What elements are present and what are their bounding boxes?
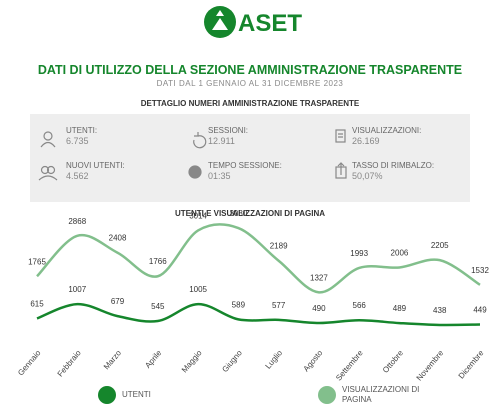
data-label: 2868 [68,217,86,226]
x-tick-label: Febbraio [56,348,84,378]
page-subtitle: DATI DAL 1 GENNAIO AL 31 DICEMBRE 2023 [157,79,344,88]
data-label: 449 [473,306,487,315]
stat-label: UTENTI: [66,126,97,135]
stat-label: NUOVI UTENTI: [66,161,125,170]
x-tick-label: Ottobre [381,348,405,375]
data-label: 438 [433,306,447,315]
x-tick-label: Giugno [220,348,244,374]
data-label: 1327 [310,273,328,282]
legend-label: UTENTI [122,390,151,399]
stat-label: SESSIONI: [208,126,248,135]
data-label: 577 [272,301,286,310]
stats-icons [38,129,347,181]
stat-label: VISUALIZZAZIONI: [352,126,421,135]
stat-value: 6.735 [66,136,89,146]
data-label: 1005 [189,285,207,294]
data-label: 545 [151,302,165,311]
logo-text: ASET [238,10,302,37]
legend-label: VISUALIZZAZIONI DI PAGINA [342,385,420,404]
legend-icon [98,386,116,404]
data-label: 489 [393,304,407,313]
data-label: 3014 [189,211,207,220]
series-line [36,302,481,327]
data-label: 490 [312,304,326,313]
data-label: 2006 [391,248,409,257]
x-tick-label: Gennaio [16,348,43,377]
x-tick-label: Aprile [143,348,163,370]
stats-panel [30,114,470,202]
stat-value: 4.562 [66,171,89,181]
x-tick-label: Luglio [264,348,285,371]
x-tick-label: Maggio [180,348,204,374]
page-title: DATI DI UTILIZZO DELLA SEZIONE AMMINISTR… [38,63,462,77]
x-tick-label: Novembre [415,348,446,382]
stat-label: TASSO DI RIMBALZO: [352,161,434,170]
x-tick-label: Marzo [102,348,124,371]
data-label: 566 [353,301,367,310]
stat-value: 50,07% [352,171,383,181]
data-label: 1766 [149,257,167,266]
data-label: 679 [111,297,125,306]
chart-title: UTENTI E VISUALIZZAZIONI DI PAGINA [175,209,325,218]
data-label: 2408 [109,234,127,243]
x-tick-label: Dicembre [457,348,486,380]
data-label: 1007 [68,285,86,294]
legend-icon [318,386,336,404]
data-label: 615 [30,299,44,308]
x-tick-label: Settembre [334,348,365,382]
stat-value: 26.169 [352,136,380,146]
stat-value: 01:35 [208,171,231,181]
data-label: 1765 [28,257,46,266]
data-label: 3080 [229,209,247,218]
stat-value: 12.911 [208,136,235,146]
x-tick-label: Agosto [302,348,325,373]
logo-icon [204,6,236,38]
data-label: 2205 [431,241,449,250]
data-label: 2189 [270,242,288,251]
data-label: 1532 [471,266,489,275]
data-label: 1993 [350,249,368,258]
series-line [36,223,481,294]
stat-label: TEMPO SESSIONE: [208,161,282,170]
stats-title: DETTAGLIO NUMERI AMMINISTRAZIONE TRASPAR… [141,99,360,108]
data-label: 589 [232,300,246,309]
